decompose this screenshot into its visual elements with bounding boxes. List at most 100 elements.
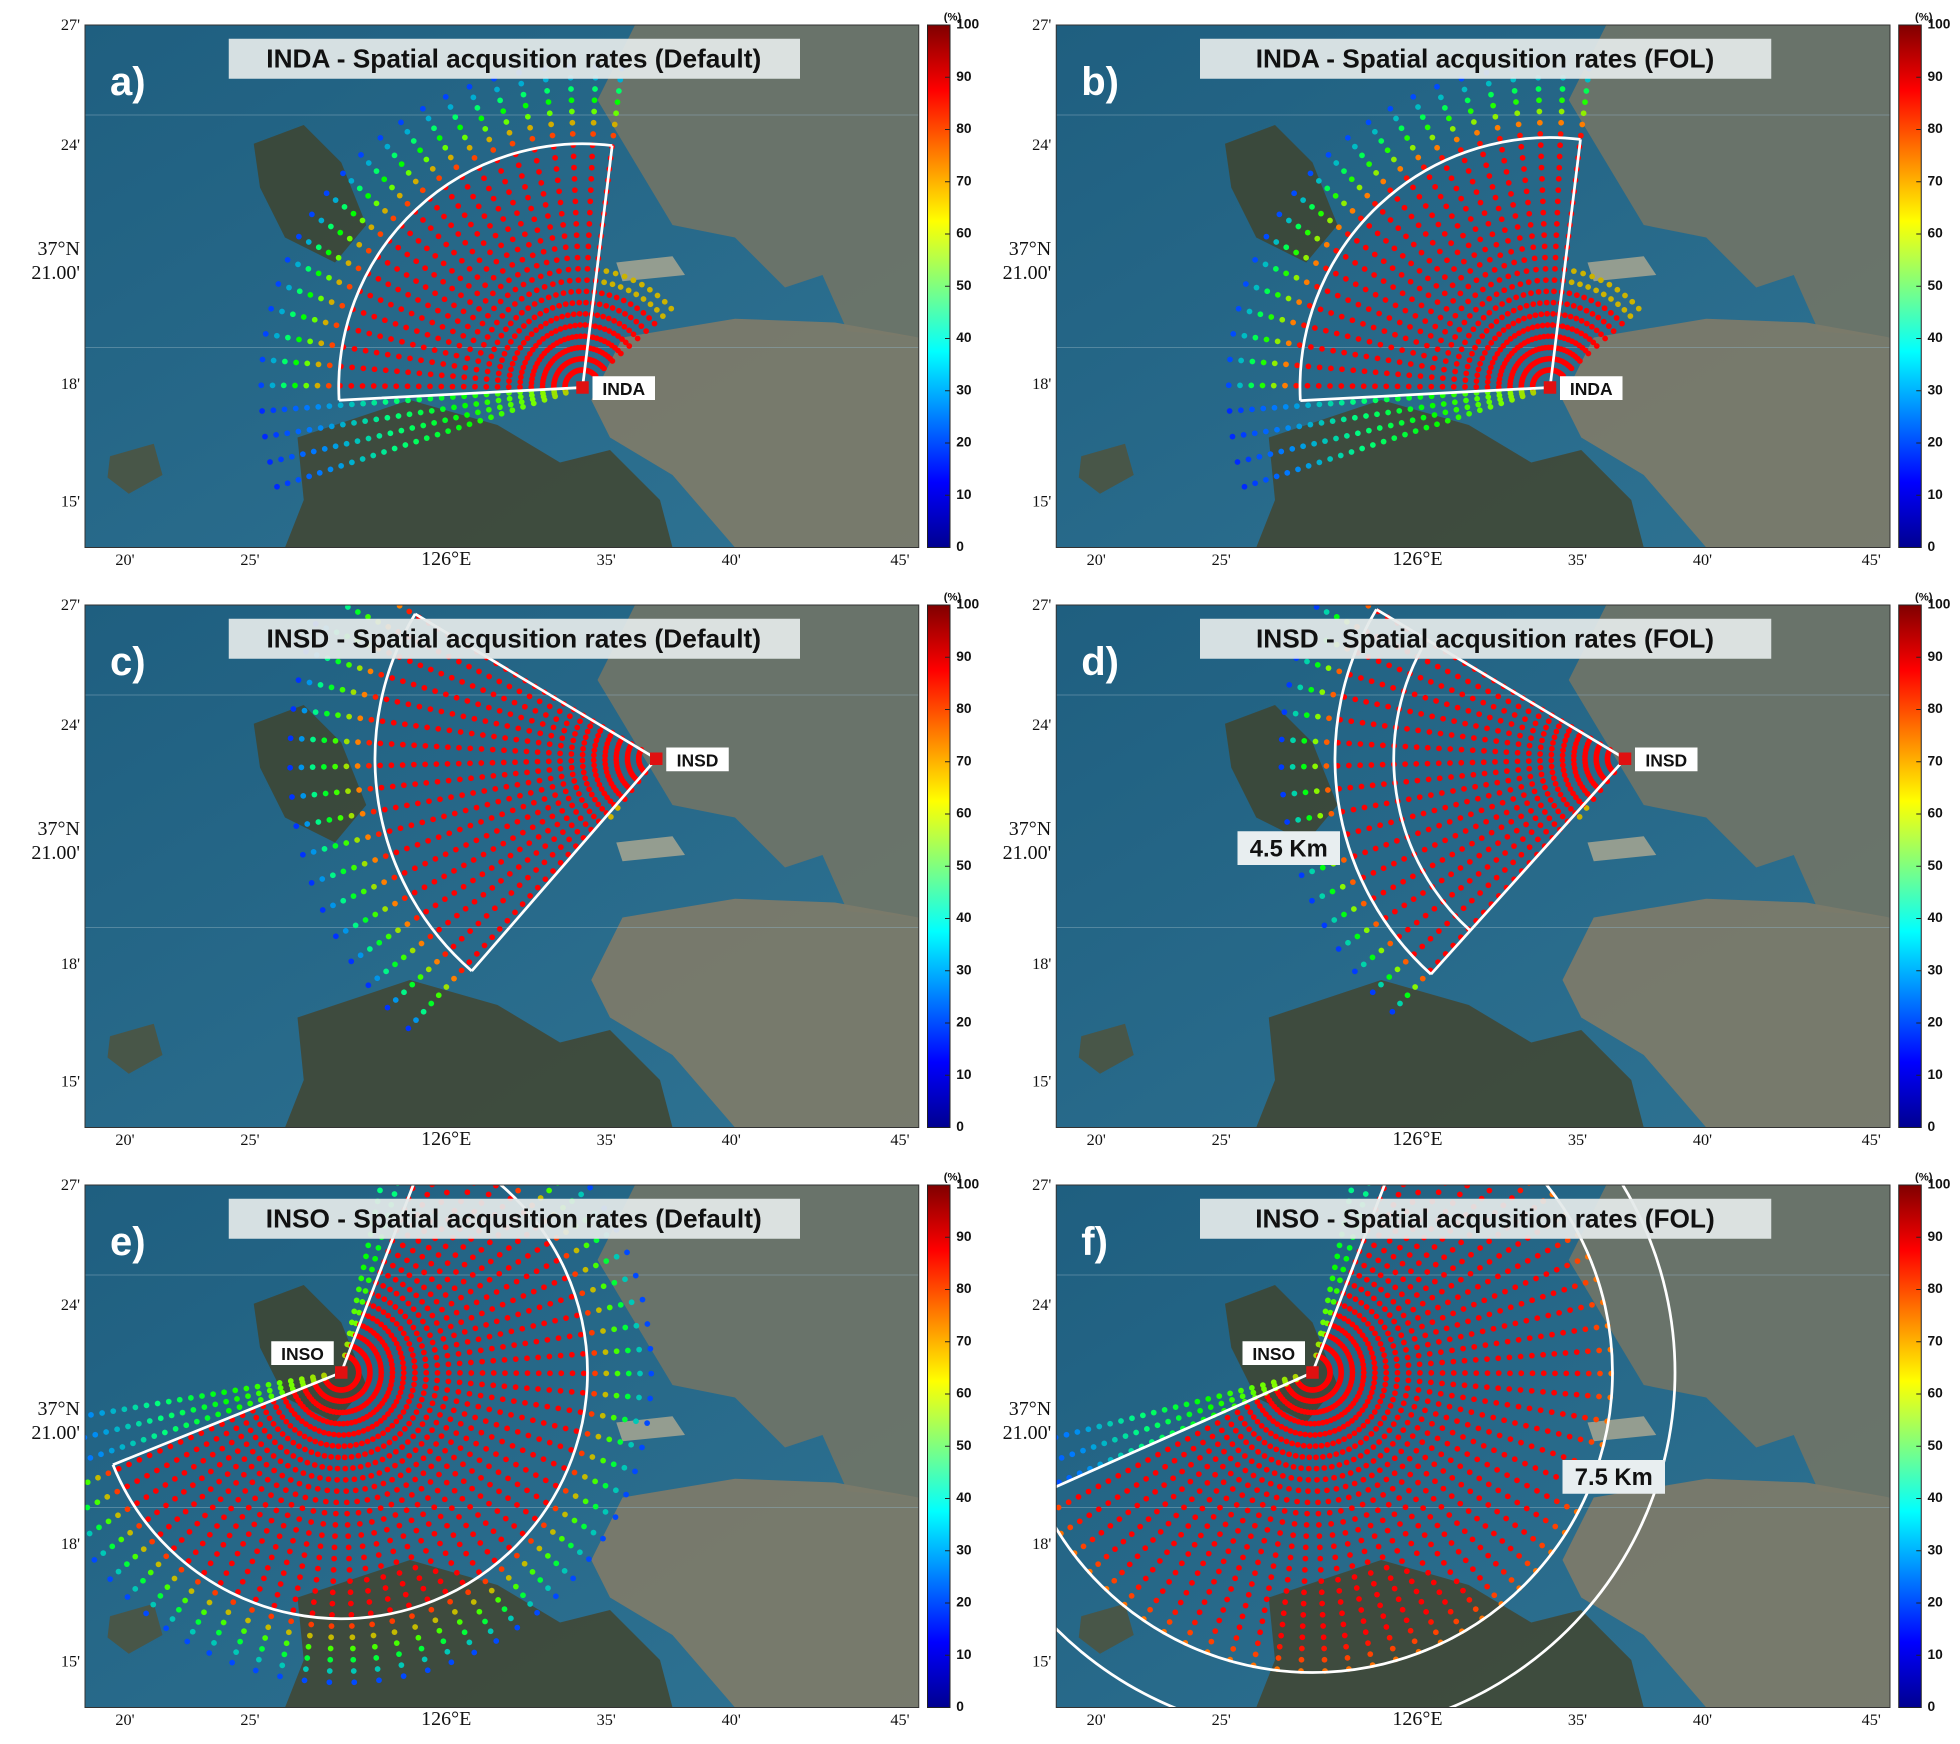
rate-dot — [1496, 277, 1503, 283]
rate-dot — [516, 882, 523, 889]
rate-dot — [228, 1439, 235, 1446]
rate-dot — [512, 1384, 519, 1390]
rate-dot — [283, 1418, 290, 1425]
rate-dot — [1564, 1262, 1570, 1269]
rate-dot — [248, 1463, 255, 1470]
rate-dot — [520, 1293, 527, 1299]
rate-dot — [440, 260, 447, 267]
rate-dot — [471, 1649, 478, 1656]
rate-dot — [1341, 1303, 1348, 1309]
rate-dot — [500, 897, 507, 904]
rate-dot — [374, 1494, 381, 1501]
rate-dot — [574, 1312, 580, 1319]
rate-dot — [1566, 728, 1572, 735]
rate-dot — [304, 821, 311, 827]
rate-dot — [535, 739, 542, 746]
rate-dot — [348, 1611, 355, 1618]
rate-dot — [1513, 294, 1519, 301]
rate-dot — [549, 784, 556, 790]
rate-dot — [572, 1165, 578, 1171]
rate-dot — [1538, 1333, 1544, 1340]
rate-dot — [590, 119, 597, 126]
rate-dot — [1555, 786, 1561, 793]
rate-dot — [573, 333, 580, 340]
rate-dot — [609, 281, 616, 288]
rate-dot — [1442, 328, 1448, 335]
rate-dot — [1465, 1289, 1471, 1295]
rate-dot — [1229, 433, 1236, 440]
rate-dot — [1534, 1315, 1541, 1322]
rate-dot — [1390, 284, 1396, 291]
rate-dot — [316, 470, 323, 476]
land — [597, 1185, 919, 1498]
rate-dot — [1572, 1283, 1578, 1290]
rate-dot — [1415, 154, 1422, 161]
rate-dot — [144, 1472, 150, 1479]
rate-dot — [1442, 409, 1449, 416]
rate-dot — [557, 1352, 564, 1359]
rate-dot — [450, 1532, 457, 1538]
rate-dot — [328, 1623, 335, 1629]
rate-dot — [448, 1560, 455, 1566]
rate-dot — [1436, 822, 1442, 829]
rate-dot — [1370, 1354, 1377, 1361]
rate-dot — [1402, 335, 1409, 342]
rate-dot — [512, 355, 518, 362]
colorbar-tick-label: 10 — [956, 487, 972, 502]
x-axis-label: 20' — [115, 1711, 134, 1729]
rate-dot — [601, 326, 608, 333]
rate-dot — [1312, 763, 1318, 770]
rate-dot — [481, 942, 488, 949]
rate-dot — [467, 1288, 474, 1295]
rate-dot — [1323, 241, 1330, 248]
rate-dot — [491, 1557, 498, 1564]
rate-dot — [1417, 1370, 1423, 1376]
rate-dot — [398, 1662, 405, 1668]
rate-dot — [352, 922, 359, 929]
rate-dot — [1235, 305, 1242, 312]
rate-dot — [277, 1581, 284, 1587]
rate-dot — [528, 331, 535, 338]
rate-dot — [1505, 273, 1512, 280]
rate-dot — [429, 1339, 436, 1346]
rate-dot — [1383, 383, 1390, 390]
colorbar-tick-label: 60 — [956, 806, 972, 821]
rate-dot — [234, 1550, 241, 1557]
rate-dot — [407, 355, 413, 362]
rate-dot — [1386, 974, 1393, 980]
rate-dot — [403, 1335, 410, 1342]
rate-dot — [283, 1399, 289, 1405]
rate-dot — [215, 1629, 222, 1636]
rate-dot — [1305, 463, 1312, 469]
rate-dot — [402, 1313, 409, 1320]
rate-dot — [470, 193, 477, 200]
rate-dot — [1358, 1300, 1365, 1306]
rate-dot — [1357, 762, 1363, 769]
rate-dot — [1492, 194, 1499, 201]
rate-dot — [458, 967, 465, 974]
rate-dot — [396, 1651, 402, 1657]
rate-dot — [305, 1643, 312, 1650]
rate-dot — [1368, 762, 1375, 768]
rate-dot — [1302, 789, 1309, 796]
rate-dot — [467, 299, 473, 306]
rate-dot — [1433, 283, 1440, 289]
rate-dot — [515, 1259, 522, 1265]
rate-dot — [1549, 769, 1556, 776]
rate-dot — [486, 704, 492, 711]
rate-dot — [522, 1340, 529, 1347]
rate-dot — [1487, 256, 1493, 263]
rate-dot — [362, 1565, 369, 1572]
land — [1568, 25, 1890, 338]
rate-dot — [258, 382, 265, 389]
rate-dot — [262, 331, 269, 337]
rate-dot — [424, 245, 430, 252]
rate-dot — [1412, 984, 1418, 990]
rate-dot — [470, 1599, 477, 1605]
rate-dot — [287, 1548, 293, 1555]
rate-dot — [331, 1555, 337, 1562]
rate-dot — [533, 867, 539, 873]
rate-dot — [364, 1438, 371, 1445]
rate-dot — [1457, 147, 1464, 153]
rate-dot — [513, 314, 519, 321]
